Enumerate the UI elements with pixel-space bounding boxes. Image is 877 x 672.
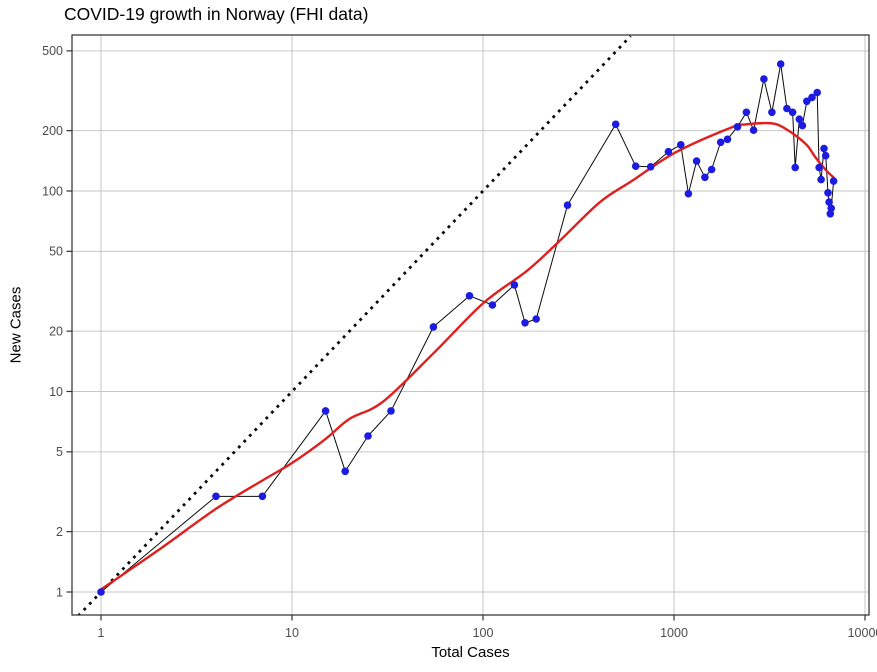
data-point: [664, 147, 673, 156]
data-point: [817, 175, 825, 184]
data-point: [677, 141, 685, 149]
data-point: [733, 123, 742, 131]
data-point: [364, 432, 372, 440]
trend-line: [99, 121, 835, 591]
data-point: [692, 157, 701, 165]
data-point: [749, 126, 758, 134]
panel-border: [71, 34, 870, 616]
data-point: [776, 60, 785, 68]
x-axis-title: Total Cases: [431, 644, 510, 661]
y-tick-label: 5: [56, 445, 63, 459]
data-point: [563, 201, 572, 209]
data-point: [798, 121, 807, 130]
data-point: [521, 319, 529, 327]
data-point: [258, 492, 267, 501]
data-point: [815, 163, 823, 172]
data-point: [701, 173, 709, 182]
data-point: [791, 163, 799, 172]
data-point: [783, 104, 791, 113]
data-point: [768, 108, 776, 117]
y-tick-label: 50: [49, 245, 63, 259]
chart-title: COVID-19 growth in Norway (FHI data): [64, 4, 369, 24]
data-point: [827, 204, 835, 213]
data-point: [716, 138, 725, 147]
x-tick-label: 100: [473, 626, 494, 640]
data-point: [631, 162, 640, 170]
data-point: [684, 189, 693, 198]
x-tick-label: 1: [98, 626, 105, 640]
data-point: [820, 144, 828, 153]
data-point: [341, 467, 350, 476]
y-tick-label: 10: [49, 385, 63, 399]
y-axis-title: New Cases: [7, 286, 25, 364]
y-tick-label: 1: [56, 585, 63, 599]
data-point: [707, 165, 716, 174]
data-point: [825, 198, 833, 206]
data-point: [760, 75, 768, 83]
y-tick-label: 20: [49, 324, 63, 338]
data-point: [321, 407, 330, 415]
x-tick-label: 10: [285, 626, 299, 640]
data-point: [821, 151, 830, 160]
data-layer: [77, 35, 838, 615]
data-point: [788, 108, 797, 117]
data-point: [808, 93, 816, 102]
data-point: [611, 120, 620, 129]
data-point: [387, 407, 395, 415]
data-point: [813, 88, 821, 97]
data-point: [824, 189, 832, 197]
y-tick-label: 2: [56, 525, 63, 539]
y-tick-label: 500: [42, 44, 63, 58]
data-point: [646, 163, 655, 171]
data-point: [97, 588, 105, 596]
data-point: [510, 281, 519, 289]
data-point: [803, 97, 811, 106]
data-point: [465, 292, 474, 300]
data-point: [829, 177, 838, 185]
data-point: [488, 301, 497, 309]
data-point: [212, 492, 220, 501]
data-point: [723, 135, 732, 144]
y-tick-label: 100: [42, 184, 63, 198]
data-point: [429, 323, 438, 331]
data-point: [532, 315, 540, 323]
x-tick-label: 10000: [848, 626, 877, 640]
y-tick-label: 200: [42, 124, 63, 138]
reference-line: [77, 35, 632, 615]
data-point: [795, 115, 804, 123]
x-tick-label: 1000: [660, 626, 688, 640]
data-point: [742, 108, 751, 117]
